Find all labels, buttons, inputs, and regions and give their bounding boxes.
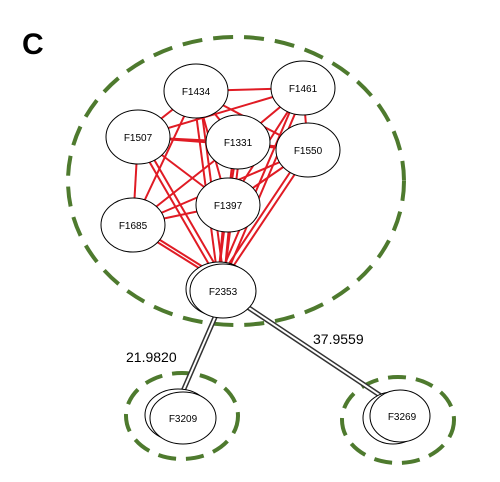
node-f2353: F2353 bbox=[185, 261, 257, 319]
edge-f1507-f2353 bbox=[140, 136, 225, 281]
edge-label-f2353-f3269: 37.9559 bbox=[313, 331, 364, 347]
node-f1461: F1461 bbox=[270, 60, 336, 116]
node-label-f1331: F1331 bbox=[224, 138, 253, 149]
node-f1685: F1685 bbox=[100, 197, 166, 253]
cluster-main-outline bbox=[66, 35, 406, 327]
node-f1331: F1331 bbox=[205, 114, 271, 170]
node-label-f1434: F1434 bbox=[182, 87, 211, 98]
node-label-f3209: F3209 bbox=[169, 414, 198, 425]
node-label-f1397: F1397 bbox=[214, 201, 243, 212]
node-f1550: F1550 bbox=[275, 122, 341, 178]
edge-f1461-f2353 bbox=[223, 87, 307, 281]
node-label-f1507: F1507 bbox=[124, 133, 153, 144]
node-label-f2353: F2353 bbox=[209, 287, 238, 298]
node-label-f3269: F3269 bbox=[388, 412, 417, 423]
node-f1507: F1507 bbox=[105, 109, 171, 165]
cluster-f3209-outline bbox=[124, 371, 240, 461]
panel-letter: C bbox=[22, 28, 44, 61]
node-label-f1461: F1461 bbox=[289, 84, 318, 95]
node-f1434: F1434 bbox=[163, 63, 229, 119]
cluster-f3269-outline bbox=[340, 375, 456, 465]
edge-label-f2353-f3209: 21.9820 bbox=[126, 349, 177, 365]
distance-edges bbox=[177, 303, 386, 401]
node-label-f1685: F1685 bbox=[119, 221, 148, 232]
node-f3269: F3269 bbox=[362, 389, 431, 445]
edge-f1461-f2353 bbox=[217, 87, 301, 281]
node-f1397: F1397 bbox=[195, 177, 261, 233]
node-label-f1550: F1550 bbox=[294, 146, 323, 157]
node-f3209: F3209 bbox=[144, 388, 217, 445]
